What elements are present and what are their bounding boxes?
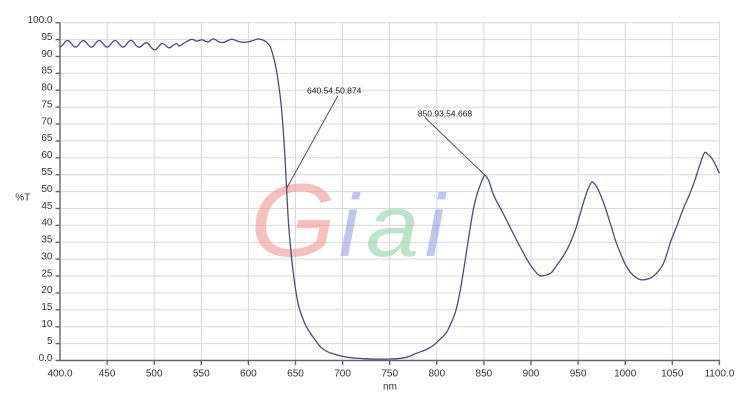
svg-text:950: 950 — [570, 369, 587, 380]
svg-text:750: 750 — [381, 369, 398, 380]
svg-text:95: 95 — [41, 32, 53, 43]
svg-text:640.54,50.874: 640.54,50.874 — [307, 85, 362, 95]
svg-text:0.0: 0.0 — [39, 353, 53, 364]
svg-text:450: 450 — [99, 369, 116, 380]
svg-text:75: 75 — [41, 99, 53, 110]
svg-text:i: i — [425, 176, 447, 275]
svg-text:100.0: 100.0 — [27, 15, 52, 26]
svg-text:60: 60 — [41, 150, 53, 161]
svg-text:i: i — [339, 176, 361, 275]
svg-text:55: 55 — [41, 167, 53, 178]
svg-text:700: 700 — [334, 369, 351, 380]
svg-text:35: 35 — [41, 235, 53, 246]
svg-text:a: a — [366, 176, 419, 275]
svg-text:G: G — [250, 163, 336, 279]
svg-text:400.0: 400.0 — [47, 369, 72, 380]
svg-text:45: 45 — [41, 201, 53, 212]
svg-text:40: 40 — [41, 218, 53, 229]
svg-text:850.93,54.668: 850.93,54.668 — [418, 108, 473, 118]
svg-text:10: 10 — [41, 319, 53, 330]
svg-text:850: 850 — [476, 369, 493, 380]
svg-text:650: 650 — [287, 369, 304, 380]
svg-text:%T: %T — [15, 193, 30, 204]
svg-text:90: 90 — [41, 49, 53, 60]
svg-text:5: 5 — [47, 336, 53, 347]
svg-text:70: 70 — [41, 116, 53, 127]
svg-text:20: 20 — [41, 285, 53, 296]
svg-text:600: 600 — [240, 369, 257, 380]
svg-text:30: 30 — [41, 251, 53, 262]
svg-text:85: 85 — [41, 66, 53, 77]
svg-text:900: 900 — [523, 369, 540, 380]
svg-text:500: 500 — [146, 369, 163, 380]
svg-text:65: 65 — [41, 133, 53, 144]
svg-text:1050: 1050 — [661, 369, 684, 380]
svg-text:1100.0: 1100.0 — [704, 369, 734, 380]
svg-text:15: 15 — [41, 302, 53, 313]
svg-text:25: 25 — [41, 268, 53, 279]
svg-text:50: 50 — [41, 184, 53, 195]
svg-text:nm: nm — [383, 382, 397, 393]
svg-text:80: 80 — [41, 83, 53, 94]
svg-text:550: 550 — [193, 369, 210, 380]
svg-text:800: 800 — [428, 369, 445, 380]
svg-text:1000: 1000 — [614, 369, 637, 380]
